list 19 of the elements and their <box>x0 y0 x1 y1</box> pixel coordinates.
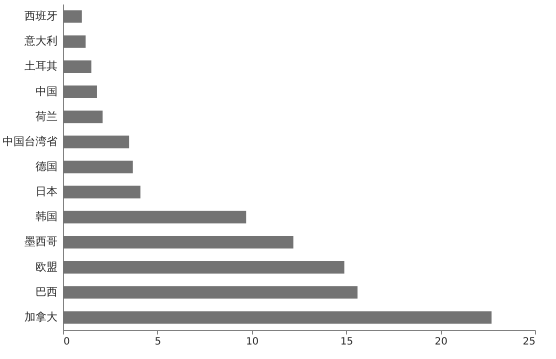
y-tick-label: 墨西哥 <box>24 235 58 248</box>
x-tick-label: 5 <box>154 336 162 348</box>
y-tick-label: 中国 <box>36 84 58 98</box>
y-tick-label: 德国 <box>36 160 58 173</box>
y-tick-label: 欧盟 <box>36 260 58 274</box>
y-tick-label: 中国台湾省 <box>2 134 58 148</box>
x-tick-label: 0 <box>64 336 70 348</box>
y-tick-label: 日本 <box>36 185 58 198</box>
x-tick-label: 15 <box>340 336 354 348</box>
y-tick-label: 荷兰 <box>36 110 58 123</box>
x-tick-label: 10 <box>246 336 259 348</box>
y-tick-label: 意大利 <box>24 34 58 48</box>
x-tick-label: 20 <box>434 336 448 348</box>
y-tick-label: 加拿大 <box>24 310 58 324</box>
y-tick-label: 西班牙 <box>24 10 58 23</box>
y-tick-label: 土耳其 <box>24 60 58 73</box>
y-tick-label: 巴西 <box>36 285 58 298</box>
y-tick-label: 韩国 <box>36 210 58 224</box>
x-tick-label: 25 <box>522 336 536 348</box>
